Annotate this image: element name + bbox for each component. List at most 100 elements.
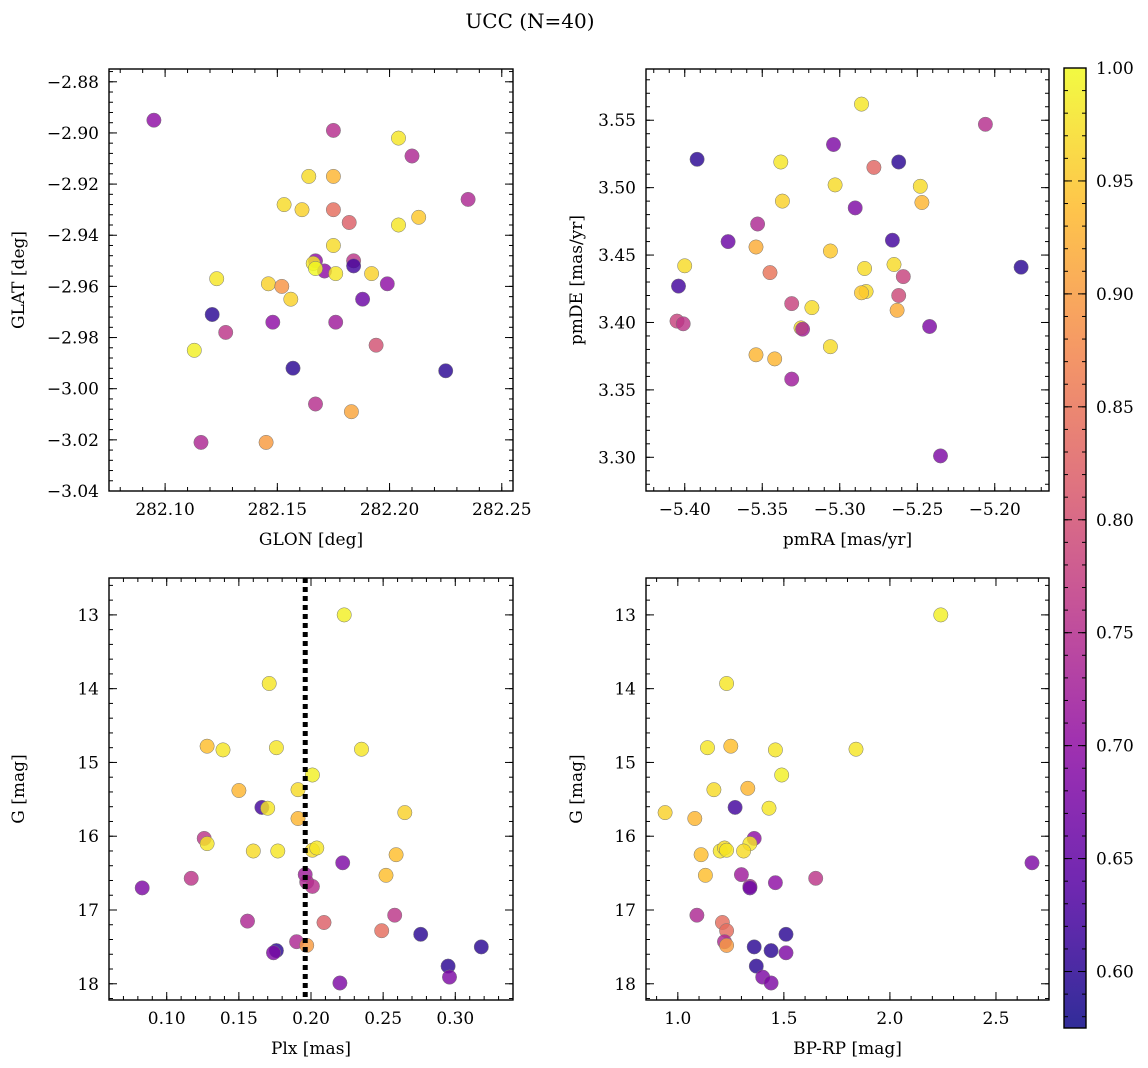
data-point <box>309 840 325 856</box>
colorbar-tick-label: 0.65 <box>1096 850 1134 870</box>
data-point <box>245 843 261 859</box>
data-point <box>693 847 709 863</box>
data-point <box>774 193 790 209</box>
data-point <box>260 800 276 816</box>
x-tick-label: 282.25 <box>472 500 531 520</box>
data-point <box>328 314 344 330</box>
y-tick-label: −2.90 <box>47 124 99 144</box>
y-axis-label: G [mag] <box>567 754 587 823</box>
colorbar-tick-label: 0.75 <box>1096 624 1134 644</box>
y-tick-label: 18 <box>614 975 636 995</box>
panels: 282.10 282.15 282.20 282.25 −3.04 −3.02 −3.00 −… <box>9 68 1050 1059</box>
data-point <box>822 339 838 355</box>
data-point <box>316 915 332 930</box>
data-point <box>774 767 790 783</box>
data-point <box>748 239 764 255</box>
x-tick-label: 0.30 <box>436 1009 474 1029</box>
axes-frame <box>645 68 1050 492</box>
data-point <box>886 257 902 272</box>
x-tick-label: 282.15 <box>248 500 307 520</box>
colorbar-frame <box>1063 67 1087 1029</box>
data-point <box>808 870 824 886</box>
scatter-points <box>657 607 1040 991</box>
data-point <box>912 178 928 194</box>
data-point <box>265 314 281 330</box>
panel-4: 1.0 1.5 2.0 2.5 13 14 15 16 17 18 BP-RP [mag] G [ma… <box>567 577 1050 1059</box>
x-axis-label: Plx [mas] <box>271 1039 351 1059</box>
data-point <box>260 276 276 292</box>
data-point <box>822 243 838 259</box>
data-point <box>183 870 199 886</box>
colorbar-tick-label: 0.60 <box>1096 963 1134 983</box>
panel-2: −5.40 −5.35 −5.30 −5.25 −5.20 3.30 3.35 3.40 3.4… <box>567 68 1050 550</box>
data-point <box>258 434 274 450</box>
x-axis-label: GLON [deg] <box>259 530 363 550</box>
x-tick-label: 0.15 <box>220 1009 258 1029</box>
y-tick-label: 17 <box>77 901 99 921</box>
data-point <box>438 363 454 379</box>
data-point <box>857 261 873 276</box>
data-point <box>977 116 993 132</box>
data-point <box>657 805 673 821</box>
data-point <box>719 842 735 858</box>
colorbar-tick-label: 0.70 <box>1096 737 1134 757</box>
data-point <box>374 923 390 939</box>
data-point <box>276 197 292 213</box>
y-tick-label: −3.00 <box>47 380 99 400</box>
colorbar-tick-label: 0.85 <box>1096 398 1134 418</box>
y-tick-label: 3.50 <box>598 179 636 199</box>
y-tick-label: −3.02 <box>47 431 99 451</box>
data-point <box>283 291 299 307</box>
data-point <box>325 168 341 184</box>
data-point <box>1013 259 1029 275</box>
colorbar-tick-label: 1.00 <box>1096 59 1134 79</box>
colorbar-ticks <box>1064 67 1086 1018</box>
x-tick-label: 282.10 <box>135 500 194 520</box>
data-point <box>826 137 841 152</box>
data-point <box>1024 855 1040 871</box>
data-point <box>308 261 323 276</box>
data-point <box>215 742 231 758</box>
data-point <box>740 780 756 796</box>
y-tick-label: −2.98 <box>47 329 99 349</box>
x-tick-label: 2.5 <box>982 1009 1009 1029</box>
data-point <box>199 738 215 754</box>
ticks <box>646 578 1049 1000</box>
data-point <box>736 843 752 859</box>
scatter-points <box>669 96 1029 464</box>
data-point <box>767 875 783 891</box>
y-axis-label: GLAT [deg] <box>9 231 29 329</box>
data-point <box>763 975 779 991</box>
data-point <box>364 266 380 282</box>
data-point <box>325 202 341 218</box>
data-point <box>134 880 150 896</box>
x-tick-label: 0.25 <box>364 1009 402 1029</box>
colorbar-fill <box>1064 68 1086 1028</box>
data-point <box>933 607 949 623</box>
data-point <box>411 209 427 225</box>
data-point <box>884 232 900 248</box>
data-point <box>378 867 394 883</box>
y-tick-label: 17 <box>614 901 636 921</box>
x-tick-label: 0.20 <box>292 1009 330 1029</box>
data-point <box>274 278 290 294</box>
data-point <box>746 939 762 955</box>
y-axis-label: pmDE [mas/yr] <box>567 215 587 345</box>
data-point <box>354 741 369 757</box>
data-point <box>847 200 863 216</box>
y-tick-label: 15 <box>77 753 99 773</box>
y-tick-label: 16 <box>77 827 99 847</box>
ticks <box>646 69 1049 491</box>
scatter-points <box>146 112 476 450</box>
y-tick-label: 14 <box>77 680 99 700</box>
y-tick-label: 13 <box>614 606 636 626</box>
axes-frame <box>108 68 514 492</box>
y-axis-label: G [mag] <box>9 754 29 823</box>
colorbar: 0.60 0.65 0.70 0.75 0.80 0.85 0.90 0.95 1.00 <box>1063 59 1134 1029</box>
data-point <box>700 740 715 756</box>
data-point <box>397 805 413 821</box>
data-point <box>473 939 489 955</box>
y-tick-label: 3.35 <box>598 381 636 401</box>
data-point <box>689 907 705 923</box>
colorbar-tick-label: 0.95 <box>1096 172 1134 192</box>
